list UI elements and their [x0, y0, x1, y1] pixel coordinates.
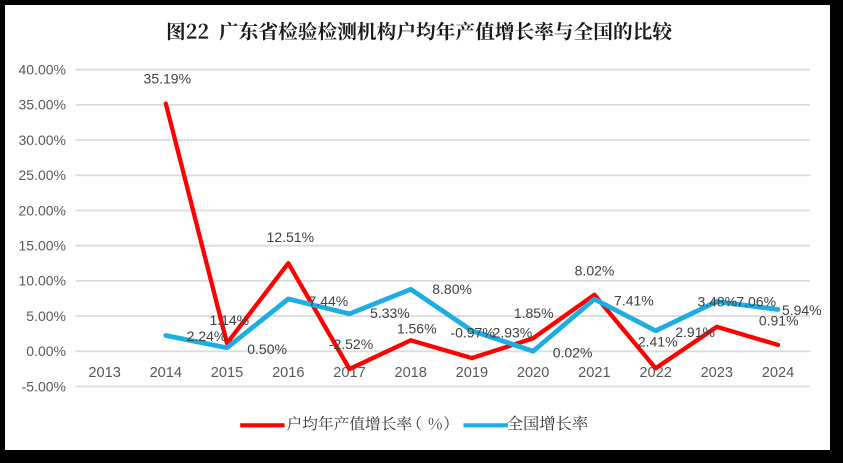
svg-text:7.44%: 7.44% [309, 293, 349, 309]
svg-text:3.48%: 3.48% [697, 294, 737, 310]
svg-text:12.51%: 12.51% [267, 229, 314, 245]
svg-text:2018: 2018 [394, 365, 426, 381]
svg-text:0.91%: 0.91% [759, 312, 799, 328]
svg-text:2024: 2024 [762, 365, 794, 381]
svg-text:8.02%: 8.02% [575, 262, 615, 278]
svg-text:40.00%: 40.00% [19, 62, 66, 78]
svg-text:35.00%: 35.00% [19, 97, 66, 113]
svg-text:7.41%: 7.41% [614, 293, 654, 309]
svg-text:-5.00%: -5.00% [22, 378, 66, 394]
svg-text:2017: 2017 [333, 365, 365, 381]
svg-text:2015: 2015 [211, 365, 243, 381]
svg-text:-0.97%: -0.97% [450, 325, 494, 341]
svg-text:7.06%: 7.06% [736, 294, 776, 310]
svg-text:2021: 2021 [578, 365, 610, 381]
svg-text:5.33%: 5.33% [370, 305, 410, 321]
svg-text:10.00%: 10.00% [19, 273, 66, 289]
svg-text:2014: 2014 [150, 365, 182, 381]
svg-text:2013: 2013 [88, 365, 120, 381]
svg-text:2.91%: 2.91% [675, 324, 715, 340]
svg-text:2.93%: 2.93% [493, 324, 533, 340]
svg-text:15.00%: 15.00% [19, 238, 66, 254]
svg-text:30.00%: 30.00% [19, 132, 66, 148]
svg-text:1.56%: 1.56% [397, 320, 437, 336]
svg-text:1.14%: 1.14% [209, 312, 249, 328]
svg-text:2023: 2023 [701, 365, 733, 381]
svg-text:2016: 2016 [272, 365, 304, 381]
svg-text:5.00%: 5.00% [26, 308, 66, 324]
svg-text:25.00%: 25.00% [19, 167, 66, 183]
svg-text:2.41%: 2.41% [638, 334, 678, 350]
svg-text:5.94%: 5.94% [782, 302, 822, 318]
svg-text:0.02%: 0.02% [553, 344, 593, 360]
svg-text:20.00%: 20.00% [19, 202, 66, 218]
svg-text:2022: 2022 [639, 365, 671, 381]
svg-text:8.80%: 8.80% [432, 281, 472, 297]
svg-text:0.50%: 0.50% [247, 341, 287, 357]
svg-text:1.85%: 1.85% [514, 305, 554, 321]
svg-text:2020: 2020 [517, 365, 549, 381]
svg-text:2.24%: 2.24% [187, 328, 227, 344]
svg-text:2019: 2019 [456, 365, 488, 381]
svg-text:0.00%: 0.00% [26, 343, 66, 359]
svg-text:35.19%: 35.19% [144, 71, 191, 87]
svg-text:-2.52%: -2.52% [329, 336, 373, 352]
